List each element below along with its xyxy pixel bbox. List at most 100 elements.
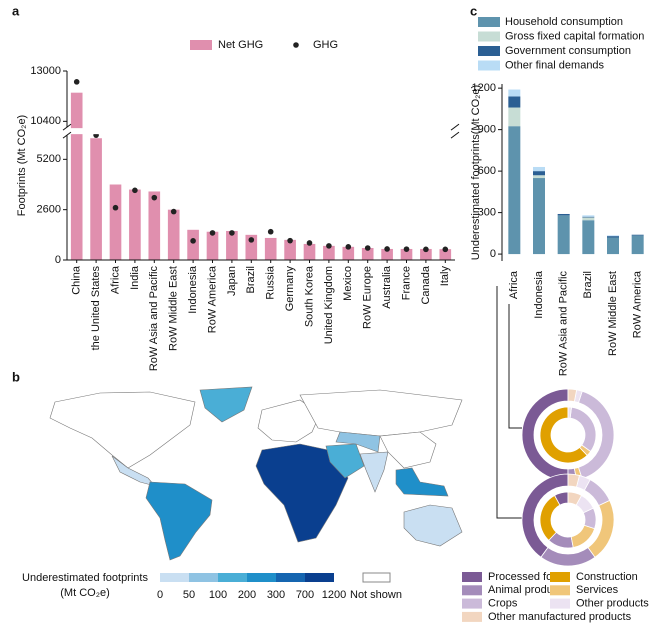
bar: [284, 239, 296, 260]
legend-label: GHG: [313, 39, 338, 51]
x-tick-label: India: [129, 265, 141, 290]
x-tick-label: France: [400, 266, 412, 300]
legend-label: Processed foods: [488, 571, 570, 583]
donut-segment: [540, 546, 596, 567]
south-america: [145, 481, 213, 561]
y-tick-label: 13000: [30, 65, 61, 77]
panel-label: c: [470, 3, 477, 18]
bar-segment: [557, 215, 570, 255]
donut-segment: [567, 491, 583, 506]
legend-swatch: [190, 40, 212, 50]
legend-missing: [362, 572, 391, 583]
north-america: [49, 391, 196, 469]
bar: [264, 237, 277, 260]
europe: [257, 399, 321, 443]
bar: [303, 243, 316, 260]
x-tick-label: Indonesia: [187, 265, 199, 314]
legend-bin: [160, 573, 189, 582]
legend-bin-label: 700: [296, 589, 314, 601]
x-tick-label: Russia: [265, 265, 277, 300]
bar: [206, 231, 219, 260]
dot: [384, 246, 390, 252]
dot: [403, 246, 410, 252]
y-tick-label: 10400: [30, 115, 61, 127]
legend-bin-label: 50: [183, 589, 195, 601]
legend-swatch: [462, 598, 482, 609]
bar-segment: [582, 217, 595, 221]
legend-swatch: [550, 585, 570, 596]
bar: [167, 209, 180, 260]
china: [379, 431, 437, 469]
axis-break-mark: [450, 131, 460, 139]
panel-label: a: [12, 3, 20, 18]
x-tick-label: Africa: [109, 265, 121, 294]
bar: [245, 234, 258, 260]
y-axis-title: Footprints (Mt CO₂e): [16, 115, 28, 216]
bar-segment: [607, 237, 619, 255]
bar-segment: [557, 213, 570, 216]
central-asia: [335, 431, 381, 453]
legend-label: Household consumption: [505, 16, 623, 28]
y-tick-label: 900: [478, 124, 496, 136]
bar-segment: [631, 234, 644, 236]
bar-segment: [508, 107, 521, 127]
bar: [439, 249, 452, 260]
legend-label: Animal products: [488, 584, 567, 596]
bar-segment: [533, 175, 545, 179]
x-tick-label: Africa: [508, 270, 520, 299]
y-tick-label: 0: [490, 248, 496, 260]
x-tick-label: Japan: [226, 266, 238, 296]
legend-bin-label: 100: [209, 589, 227, 601]
x-tick-label: Germany: [284, 266, 296, 312]
axis-break-mark: [62, 131, 72, 139]
bar-segment: [533, 178, 545, 255]
dot: [345, 244, 352, 250]
axis-break-mark: [62, 123, 72, 131]
bar: [323, 245, 335, 260]
bar-segment: [582, 220, 595, 255]
bar-segment: [631, 235, 644, 255]
y-tick-label: 2600: [37, 204, 61, 216]
bar-segment: [508, 126, 521, 255]
legend-bin: [276, 573, 305, 582]
x-tick-label: RoW America: [632, 270, 644, 338]
africa-connector: [496, 286, 522, 519]
x-tick-label: RoW America: [206, 265, 218, 333]
dot: [229, 230, 235, 236]
bar: [226, 230, 238, 260]
dot: [170, 208, 177, 215]
legend-swatch: [462, 572, 482, 582]
x-tick-label: China: [71, 265, 83, 295]
x-tick-label: Brazil: [582, 271, 594, 299]
bracket-lines: [496, 286, 522, 519]
dot: [73, 79, 80, 85]
bar: [187, 229, 199, 260]
y-tick-label: 600: [478, 165, 496, 177]
dot: [248, 237, 255, 243]
legend-title: (Mt CO₂e): [60, 587, 110, 599]
bar: [400, 248, 413, 260]
donut-segment: [539, 406, 588, 464]
greenland: [199, 386, 253, 423]
dot: [423, 246, 429, 253]
dot: [132, 187, 138, 194]
y-tick-label: 1200: [472, 82, 496, 94]
legend-swatch: [550, 572, 570, 582]
middle-east: [325, 443, 365, 479]
dot: [267, 228, 274, 235]
legend-swatch: [550, 598, 570, 609]
dot: [209, 230, 216, 236]
y-tick-label: 300: [478, 207, 496, 219]
dot: [306, 240, 313, 246]
x-tick-label: Mexico: [342, 266, 354, 301]
africa: [255, 443, 349, 543]
legend-swatch: [293, 42, 299, 48]
dot: [442, 246, 449, 253]
north-asia: [299, 389, 463, 437]
bar-segment: [607, 235, 619, 237]
donut-segment: [567, 388, 578, 403]
bar-segment: [582, 216, 595, 218]
bar: [129, 189, 141, 260]
bar: [90, 138, 102, 260]
